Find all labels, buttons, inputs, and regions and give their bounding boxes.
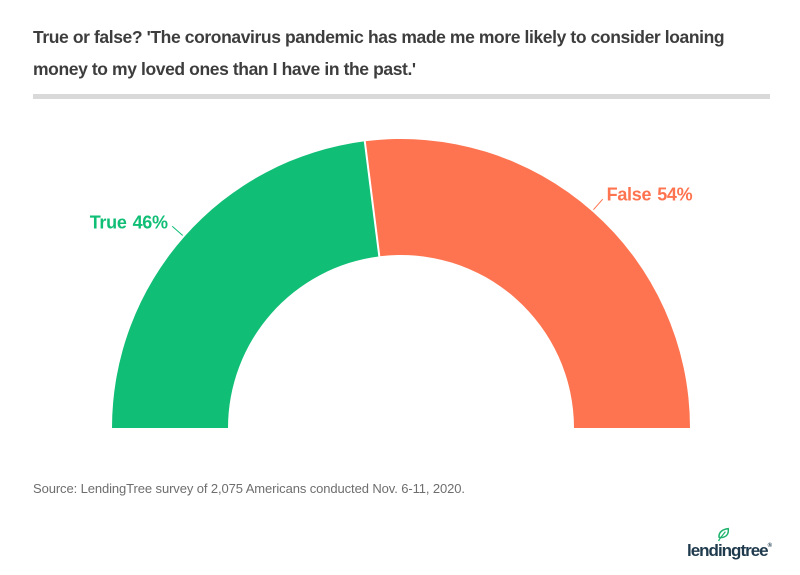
chart-title-line-1: True or false? 'The coronavirus pandemic… [33,27,725,47]
logo-wordmark: lendingtree [687,541,769,560]
leaf-icon [718,527,730,542]
slice-label-true: True 46% [90,212,168,232]
chart-title: True or false? 'The coronavirus pandemic… [33,21,725,85]
label-leader-false [593,198,604,211]
source-note: Source: LendingTree survey of 2,075 Amer… [33,481,465,496]
title-divider [33,94,770,99]
slice-separator [363,138,381,260]
slice-false [364,139,691,428]
chart-title-line-2: money to my loved ones than I have in th… [33,59,416,79]
slice-label-false: False 54% [607,185,693,205]
label-leader-true [171,225,184,236]
lendingtree-logo: lendingtree® [687,527,773,561]
trademark-symbol: ® [767,543,773,549]
slice-true [112,141,380,428]
